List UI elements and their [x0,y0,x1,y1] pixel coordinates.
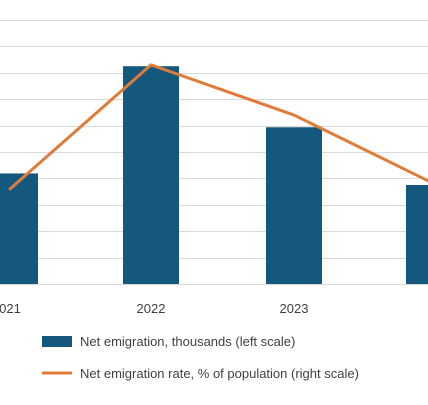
bar-2021 [0,173,38,284]
bar-series [0,66,428,284]
legend-swatch-bar [42,336,72,347]
line-emigration-rate [8,63,428,191]
x-axis-tick-labels: 021202220232 [0,301,309,316]
x-tick-label-2022: 2022 [137,301,166,316]
line-series [8,63,428,191]
bar-2023 [266,127,322,284]
bar-2022 [123,66,179,284]
legend-label-line: Net emigration rate, % of population (ri… [80,366,359,381]
x-tick-label-2023: 2023 [280,301,309,316]
legend-label-bar: Net emigration, thousands (left scale) [80,334,295,349]
grid-lines [0,20,428,285]
legend: Net emigration, thousands (left scale) N… [42,334,359,381]
x-tick-label-2021: 021 [0,301,21,316]
bar-2024 [406,185,428,284]
